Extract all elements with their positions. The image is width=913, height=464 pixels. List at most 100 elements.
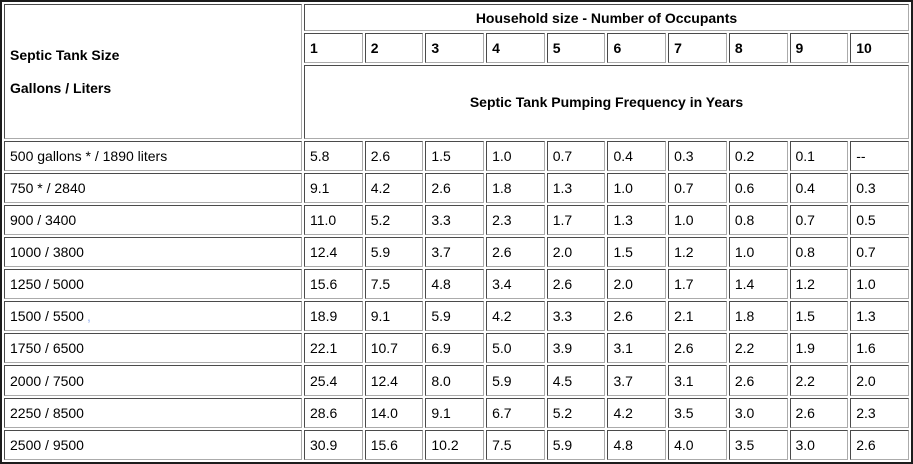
frequency-value-cell: 15.6 xyxy=(304,269,363,300)
tank-size-label: 1750 / 6500 xyxy=(4,333,302,364)
frequency-value-cell: 4.8 xyxy=(607,429,667,460)
frequency-value-cell: 5.0 xyxy=(486,333,545,364)
occupant-count-header: 4 xyxy=(486,33,545,64)
occupant-count-header: 9 xyxy=(789,33,849,64)
frequency-value-cell: 2.0 xyxy=(607,269,667,300)
tank-size-text: 2000 / 7500 xyxy=(10,372,84,389)
tank-size-text: 1500 / 5500 xyxy=(10,308,84,325)
frequency-value-cell: 1.5 xyxy=(607,236,667,268)
frequency-value-cell: 6.9 xyxy=(425,333,485,364)
table-row: 500 gallons * / 1890 liters 5.8 2.6 1.5 1.0 0… xyxy=(4,140,909,171)
tank-size-text: 750 * / 2840 xyxy=(10,179,86,196)
frequency-value-cell: 3.3 xyxy=(546,301,606,332)
frequency-value-cell: 2.6 xyxy=(850,429,909,460)
frequency-value-cell: 4.0 xyxy=(668,429,727,460)
frequency-value-cell: 10.2 xyxy=(425,429,485,460)
tank-size-text: 1750 / 6500 xyxy=(10,340,84,357)
tank-size-text: 2500 / 9500 xyxy=(10,436,84,453)
tank-size-label: 2250 / 8500 xyxy=(4,397,302,428)
frequency-value-cell: 3.5 xyxy=(668,397,727,428)
frequency-value-cell: 0.8 xyxy=(789,236,849,268)
frequency-value-cell: 2.6 xyxy=(364,140,424,171)
occupant-count-header: 6 xyxy=(607,33,667,64)
frequency-value-cell: 3.7 xyxy=(425,236,485,268)
frequency-value-cell: 5.9 xyxy=(425,301,485,332)
table-row: 900 / 3400 11.0 5.2 3.3 2.3 1.7 1.3 1.0 0.8 0.7 0.… xyxy=(4,204,909,235)
frequency-header-row: Septic Tank Pumping Frequency in Years xyxy=(4,65,909,139)
frequency-value-cell: 1.8 xyxy=(486,172,545,203)
frequency-value-cell: 5.2 xyxy=(546,397,606,428)
frequency-value-cell: 2.6 xyxy=(486,236,545,268)
frequency-value-cell: 1.7 xyxy=(546,204,606,235)
table-row: 1750 / 6500 22.1 10.7 6.9 5.0 3.9 3.1 2.6 2.2 1.9… xyxy=(4,333,909,364)
tank-size-label: 1500 / 5500, xyxy=(4,301,302,332)
frequency-value-cell: 0.4 xyxy=(607,140,667,171)
frequency-value-cell: 1.0 xyxy=(668,204,727,235)
frequency-value-cell: 9.1 xyxy=(304,172,363,203)
header-row-occupants-group: Septic Tank Size Gallons / Liters Househ… xyxy=(4,4,909,139)
occupant-count-header: 8 xyxy=(728,33,788,64)
frequency-value-cell: 2.0 xyxy=(850,365,909,396)
corner-header-line1: Septic Tank Size xyxy=(10,46,120,63)
frequency-value-cell: 9.1 xyxy=(425,397,485,428)
frequency-value-cell: 1.2 xyxy=(789,269,849,300)
frequency-value-cell: 2.6 xyxy=(607,301,667,332)
frequency-value-cell: 3.1 xyxy=(607,333,667,364)
frequency-value-cell: 1.0 xyxy=(607,172,667,203)
frequency-value-cell: 1.5 xyxy=(425,140,485,171)
tank-size-label: 2000 / 7500 xyxy=(4,365,302,396)
frequency-value-cell: -- xyxy=(850,140,909,171)
tank-size-label: 750 * / 2840 xyxy=(4,172,302,203)
frequency-value-cell: 1.3 xyxy=(607,204,667,235)
frequency-value-cell: 2.2 xyxy=(728,333,788,364)
frequency-value-cell: 5.9 xyxy=(546,429,606,460)
frequency-value-cell: 5.9 xyxy=(364,236,424,268)
frequency-value-cell: 18.9 xyxy=(304,301,363,332)
frequency-value-cell: 4.2 xyxy=(364,172,424,203)
frequency-value-cell: 4.2 xyxy=(486,301,545,332)
occupants-group-header: Household size - Number of Occupants xyxy=(304,4,909,32)
frequency-value-cell: 22.1 xyxy=(304,333,363,364)
occupant-count-header: 10 xyxy=(850,33,909,64)
tank-size-text: 1000 / 3800 xyxy=(10,244,84,261)
frequency-value-cell: 0.7 xyxy=(789,204,849,235)
frequency-value-cell: 28.6 xyxy=(304,397,363,428)
frequency-value-cell: 2.2 xyxy=(789,365,849,396)
frequency-value-cell: 2.3 xyxy=(850,397,909,428)
frequency-value-cell: 10.7 xyxy=(364,333,424,364)
frequency-value-cell: 0.8 xyxy=(728,204,788,235)
frequency-value-cell: 12.4 xyxy=(364,365,424,396)
frequency-value-cell: 2.6 xyxy=(668,333,727,364)
occupant-count-header: 2 xyxy=(364,33,424,64)
frequency-value-cell: 2.1 xyxy=(668,301,727,332)
occupant-count-header: 5 xyxy=(546,33,606,64)
frequency-value-cell: 1.2 xyxy=(668,236,727,268)
frequency-value-cell: 8.0 xyxy=(425,365,485,396)
tank-size-label: 500 gallons * / 1890 liters xyxy=(4,140,302,171)
tank-size-label: 1000 / 3800 xyxy=(4,236,302,268)
corner-header-cell: Septic Tank Size Gallons / Liters xyxy=(4,4,302,139)
frequency-value-cell: 1.0 xyxy=(850,269,909,300)
frequency-value-cell: 9.1 xyxy=(364,301,424,332)
frequency-value-cell: 2.6 xyxy=(728,365,788,396)
frequency-value-cell: 3.3 xyxy=(425,204,485,235)
frequency-value-cell: 1.8 xyxy=(728,301,788,332)
frequency-value-cell: 1.3 xyxy=(546,172,606,203)
frequency-value-cell: 7.5 xyxy=(364,269,424,300)
tank-size-label: 900 / 3400 xyxy=(4,204,302,235)
frequency-value-cell: 0.7 xyxy=(668,172,727,203)
frequency-value-cell: 4.2 xyxy=(607,397,667,428)
frequency-value-cell: 3.5 xyxy=(728,429,788,460)
table-row: 2000 / 7500 25.4 12.4 8.0 5.9 4.5 3.7 3.1 2.6 2.2… xyxy=(4,365,909,396)
frequency-value-cell: 0.5 xyxy=(850,204,909,235)
frequency-value-cell: 1.6 xyxy=(850,333,909,364)
frequency-value-cell: 0.1 xyxy=(789,140,849,171)
table-row: 2500 / 9500 30.9 15.6 10.2 7.5 5.9 4.8 4.0 3.5 3.… xyxy=(4,429,909,460)
frequency-value-cell: 2.6 xyxy=(789,397,849,428)
frequency-value-cell: 25.4 xyxy=(304,365,363,396)
frequency-value-cell: 0.6 xyxy=(728,172,788,203)
frequency-value-cell: 3.0 xyxy=(728,397,788,428)
table-row: 2250 / 8500 28.6 14.0 9.1 6.7 5.2 4.2 3.5 3.0 2.6… xyxy=(4,397,909,428)
